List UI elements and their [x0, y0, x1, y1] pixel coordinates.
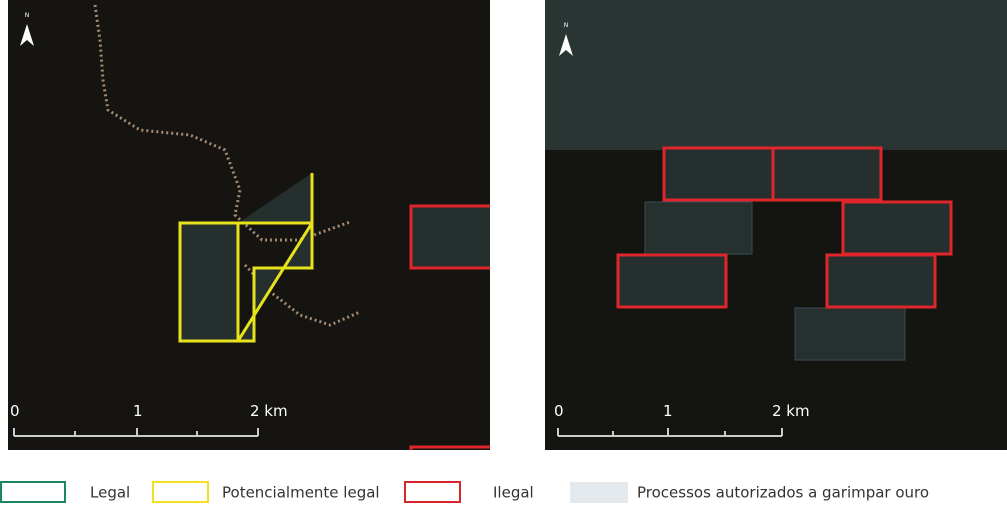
area-illegal: [773, 148, 881, 200]
area-authorized: [645, 202, 752, 254]
area-illegal: [411, 206, 501, 268]
scale-label: 1: [133, 402, 143, 420]
map-left: N 0 1 2 km: [8, 0, 501, 467]
legend-label: Potencialmente legal: [222, 484, 380, 502]
legend: Legal Potencialmente legal Ilegal Proces…: [1, 482, 929, 503]
legend-label: Processos autorizados a garimpar ouro: [637, 484, 929, 502]
area-illegal: [664, 148, 773, 200]
north-label: N: [564, 22, 569, 29]
scale-label: 2 km: [772, 402, 810, 420]
figure: N 0 1 2 km N 0 1 2 km Legal Potencialmen…: [0, 0, 1007, 503]
authorized-zone: [545, 0, 1007, 150]
scale-label: 0: [554, 402, 564, 420]
area-potential: [180, 223, 238, 341]
area-illegal: [618, 255, 726, 307]
legend-swatch: [153, 482, 208, 502]
area-illegal: [827, 255, 935, 307]
area-authorized: [795, 308, 905, 360]
legend-swatch: [570, 482, 628, 503]
map-right: N 0 1 2 km: [545, 0, 1007, 450]
legend-label: Ilegal: [493, 484, 534, 502]
scale-label: 0: [10, 402, 20, 420]
legend-swatch: [1, 482, 65, 502]
scale-label: 1: [663, 402, 673, 420]
legend-swatch: [405, 482, 460, 502]
area-illegal: [843, 202, 951, 254]
legend-label: Legal: [90, 484, 130, 502]
scale-label: 2 km: [250, 402, 288, 420]
north-label: N: [25, 12, 30, 19]
